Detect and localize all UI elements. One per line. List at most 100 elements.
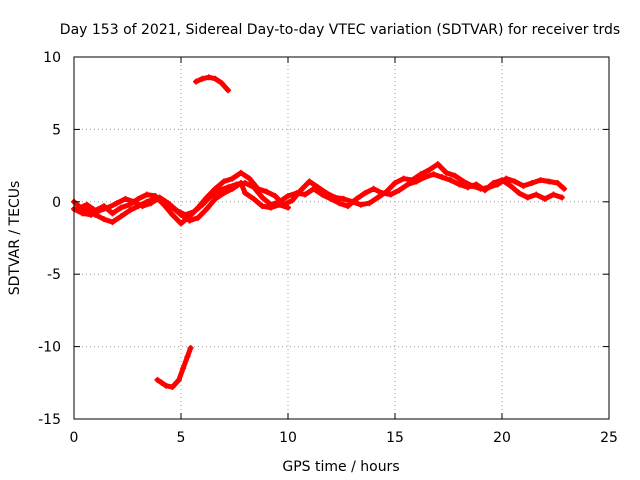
data-point bbox=[135, 195, 142, 202]
data-point bbox=[216, 187, 223, 194]
data-point bbox=[404, 181, 411, 188]
data-point bbox=[426, 166, 433, 173]
tick-layer: 0 5 10 15 20 25 10 5 0 -5 -10 -15 bbox=[38, 50, 618, 446]
data-point bbox=[528, 179, 535, 186]
data-point bbox=[184, 353, 191, 360]
data-point bbox=[327, 195, 334, 202]
data-point bbox=[533, 191, 540, 198]
data-point bbox=[75, 203, 82, 210]
y-tick-label: 5 bbox=[52, 122, 61, 138]
data-point bbox=[310, 185, 317, 192]
data-point bbox=[237, 169, 244, 176]
data-point bbox=[413, 178, 420, 185]
data-point bbox=[353, 195, 360, 202]
data-point bbox=[276, 201, 283, 208]
data-point bbox=[374, 194, 381, 201]
data-point bbox=[92, 211, 99, 218]
data-point bbox=[229, 175, 236, 182]
data-point bbox=[379, 190, 386, 197]
data-point bbox=[362, 190, 369, 197]
data-point bbox=[396, 187, 403, 194]
data-point bbox=[199, 75, 206, 82]
y-tick-label: 0 bbox=[52, 195, 61, 211]
chart-title: Day 153 of 2021, Sidereal Day-to-day VTE… bbox=[60, 22, 620, 38]
data-point bbox=[118, 204, 125, 211]
data-point bbox=[218, 80, 225, 87]
data-point bbox=[169, 384, 176, 391]
data-point bbox=[192, 78, 199, 85]
data-point bbox=[190, 208, 197, 215]
data-point bbox=[430, 171, 437, 178]
x-tick-label: 25 bbox=[600, 430, 618, 446]
data-point bbox=[520, 182, 527, 189]
y-tick-label: 10 bbox=[43, 50, 61, 66]
data-point bbox=[434, 161, 441, 168]
data-point bbox=[225, 87, 232, 94]
data-point bbox=[550, 191, 557, 198]
data-point bbox=[267, 204, 274, 211]
series-arc-3 bbox=[75, 180, 291, 225]
data-point bbox=[220, 178, 227, 185]
data-point bbox=[417, 171, 424, 178]
data-point bbox=[516, 190, 523, 197]
data-point bbox=[344, 203, 351, 210]
data-point bbox=[126, 207, 133, 214]
data-point bbox=[507, 182, 514, 189]
data-point bbox=[285, 193, 291, 200]
data-point bbox=[109, 219, 116, 226]
data-point bbox=[175, 376, 182, 383]
data-point bbox=[83, 201, 90, 208]
data-point bbox=[143, 191, 150, 198]
y-tick-label: -5 bbox=[47, 267, 61, 283]
data-point bbox=[79, 210, 86, 217]
data-point bbox=[187, 345, 194, 352]
data-point bbox=[212, 195, 219, 202]
data-point bbox=[541, 195, 548, 202]
data-point bbox=[154, 376, 161, 383]
series-layer bbox=[71, 74, 568, 391]
data-point bbox=[293, 190, 300, 197]
data-point bbox=[109, 210, 116, 217]
data-point bbox=[250, 195, 257, 202]
data-point bbox=[122, 195, 129, 202]
data-point bbox=[366, 200, 373, 207]
data-point bbox=[105, 204, 112, 211]
data-point bbox=[289, 197, 296, 204]
data-point bbox=[199, 201, 206, 208]
data-point bbox=[96, 207, 103, 214]
data-point bbox=[447, 177, 454, 184]
data-point bbox=[158, 379, 165, 386]
data-point bbox=[242, 190, 249, 197]
data-point bbox=[130, 198, 137, 205]
data-point bbox=[421, 174, 428, 181]
data-point bbox=[163, 382, 170, 389]
data-point bbox=[370, 185, 377, 192]
data-point bbox=[259, 203, 266, 210]
data-point bbox=[443, 169, 450, 176]
x-tick-label: 10 bbox=[279, 430, 297, 446]
data-point bbox=[229, 185, 236, 192]
x-tick-label: 0 bbox=[70, 430, 79, 446]
data-point bbox=[319, 191, 326, 198]
x-tick-label: 15 bbox=[386, 430, 404, 446]
data-point bbox=[558, 194, 565, 201]
x-axis-label: GPS time / hours bbox=[282, 459, 399, 475]
data-point bbox=[537, 177, 544, 184]
data-point bbox=[340, 195, 347, 202]
data-point bbox=[205, 74, 212, 81]
data-point bbox=[118, 213, 125, 220]
data-point bbox=[285, 204, 291, 211]
y-tick-label: -15 bbox=[38, 412, 61, 428]
data-point bbox=[392, 179, 398, 186]
data-point bbox=[169, 204, 176, 211]
data-point bbox=[100, 216, 107, 223]
plot-frame bbox=[73, 56, 610, 420]
data-point bbox=[464, 184, 471, 191]
data-point bbox=[178, 220, 184, 227]
data-point bbox=[195, 214, 202, 221]
data-point bbox=[473, 181, 480, 188]
data-point bbox=[186, 217, 193, 224]
x-tick-label: 20 bbox=[493, 430, 511, 446]
data-point bbox=[83, 207, 90, 214]
data-point bbox=[272, 193, 279, 200]
